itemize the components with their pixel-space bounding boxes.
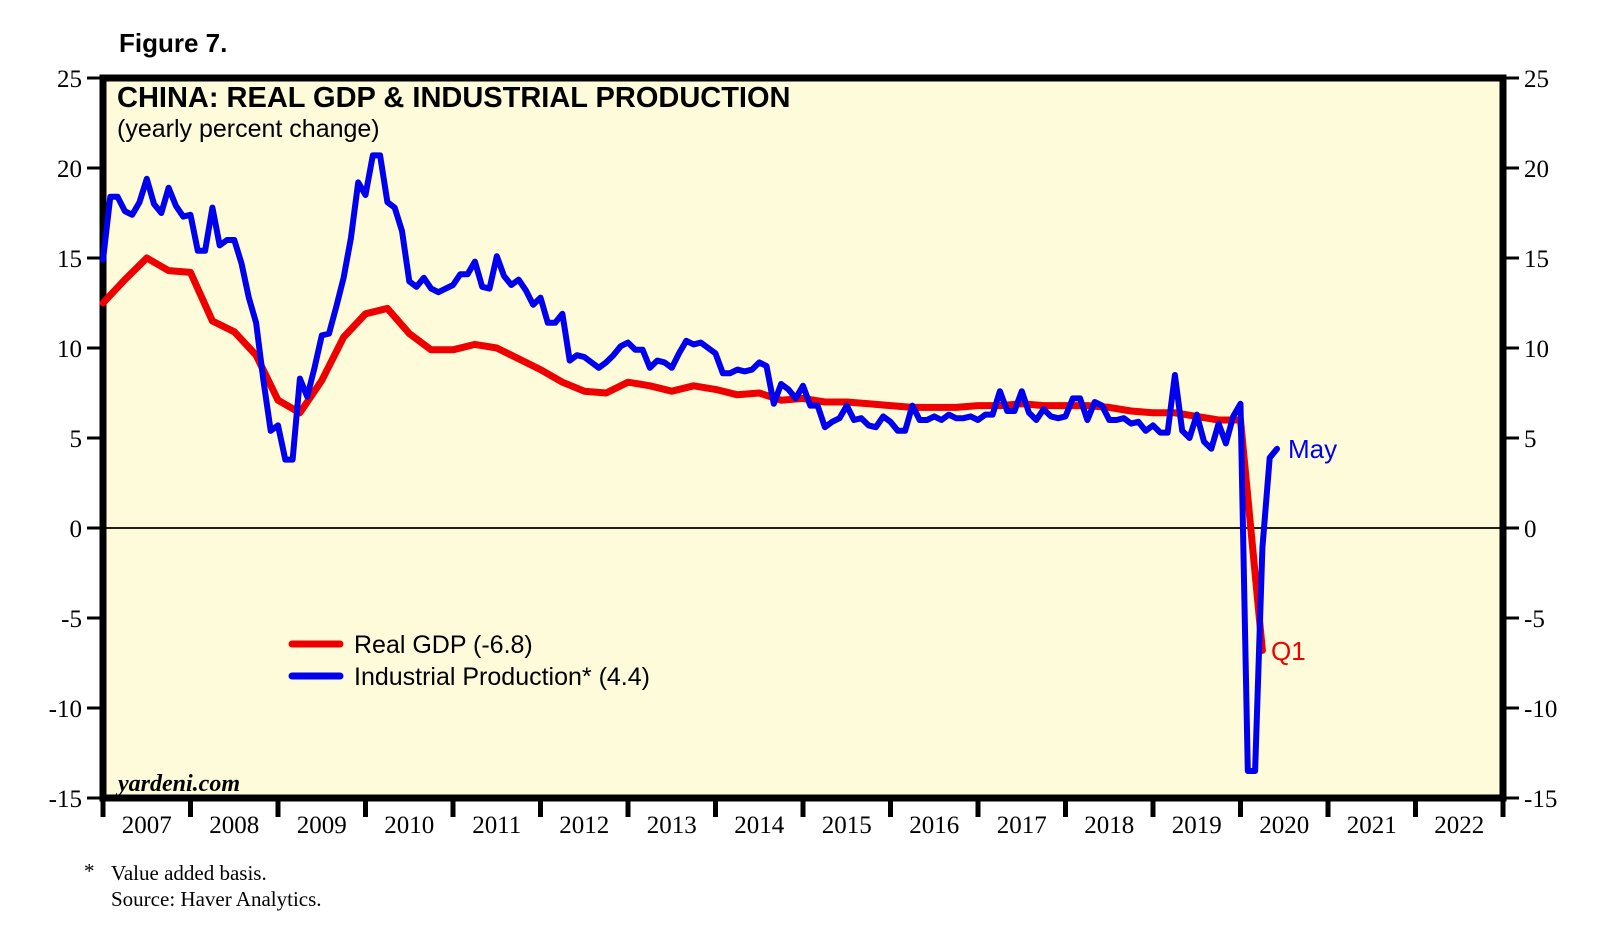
y-tick-label-left: 15	[57, 246, 82, 273]
y-tick-label-right: 0	[1524, 516, 1537, 543]
y-tick-label-left: 10	[57, 336, 82, 363]
x-year-label: 2010	[384, 812, 434, 839]
x-axis-year-labels: 2007 2008 2009 2010 2011 2012 2013 2014 2015 2016…	[122, 812, 1485, 839]
industrial-production-line	[100, 152, 1280, 774]
x-year-label: 2012	[559, 812, 609, 839]
y-tick-label-left: -5	[61, 606, 82, 633]
y-tick-label-right: -10	[1524, 696, 1557, 723]
legend-label-industrial-production: Industrial Production* (4.4)	[354, 663, 650, 691]
annotation-may: May	[1288, 434, 1337, 464]
footnote-line2: Source: Haver Analytics.	[111, 887, 322, 911]
y-tick-label-left: 20	[57, 156, 82, 183]
x-year-label: 2007	[122, 812, 172, 839]
annotation-q1: Q1	[1271, 636, 1306, 666]
x-year-label: 2021	[1347, 812, 1397, 839]
x-year-label: 2008	[209, 812, 259, 839]
watermark: yardeni.com	[115, 771, 240, 797]
x-year-label: 2015	[822, 812, 872, 839]
x-year-label: 2011	[472, 812, 521, 839]
x-year-label: 2016	[909, 812, 959, 839]
x-year-label: 2022	[1434, 812, 1484, 839]
figure-label: Figure 7.	[119, 28, 227, 58]
chart-title: CHINA: REAL GDP & INDUSTRIAL PRODUCTION	[117, 82, 790, 114]
x-year-label: 2014	[734, 812, 785, 839]
y-tick-label-right: 20	[1524, 156, 1549, 183]
y-tick-label-right: 10	[1524, 336, 1549, 363]
y-tick-label-left: -15	[49, 786, 82, 813]
y-tick-label-right: 5	[1524, 426, 1537, 453]
y-tick-label-right: -5	[1524, 606, 1545, 633]
y-axis-ticks-right: 25 20 15 10 5 0 -5 -10 -15	[1506, 66, 1557, 813]
y-tick-label-right: 15	[1524, 246, 1549, 273]
x-year-label: 2017	[997, 812, 1047, 839]
legend-label-real-gdp: Real GDP (-6.8)	[354, 631, 533, 659]
y-tick-label-left: 0	[70, 516, 83, 543]
x-axis-ticks	[100, 801, 1506, 817]
y-tick-label-left: -10	[49, 696, 82, 723]
y-tick-label-left: 5	[70, 426, 83, 453]
y-tick-label-left: 25	[57, 66, 82, 93]
y-tick-label-right: -15	[1524, 786, 1557, 813]
x-year-label: 2020	[1259, 812, 1309, 839]
series-lines	[99, 152, 1280, 774]
x-year-label: 2018	[1084, 812, 1134, 839]
x-year-label: 2009	[297, 812, 347, 839]
y-tick-label-right: 25	[1524, 66, 1549, 93]
footnote-marker: *	[84, 859, 95, 883]
chart-subtitle: (yearly percent change)	[117, 115, 380, 143]
x-year-label: 2019	[1172, 812, 1222, 839]
footnote-line1: Value added basis.	[111, 861, 267, 885]
y-axis-ticks-left: 25 20 15 10 5 0 -5 -10 -15	[49, 66, 100, 813]
x-year-label: 2013	[647, 812, 697, 839]
legend: Real GDP (-6.8) Industrial Production* (…	[288, 631, 650, 691]
